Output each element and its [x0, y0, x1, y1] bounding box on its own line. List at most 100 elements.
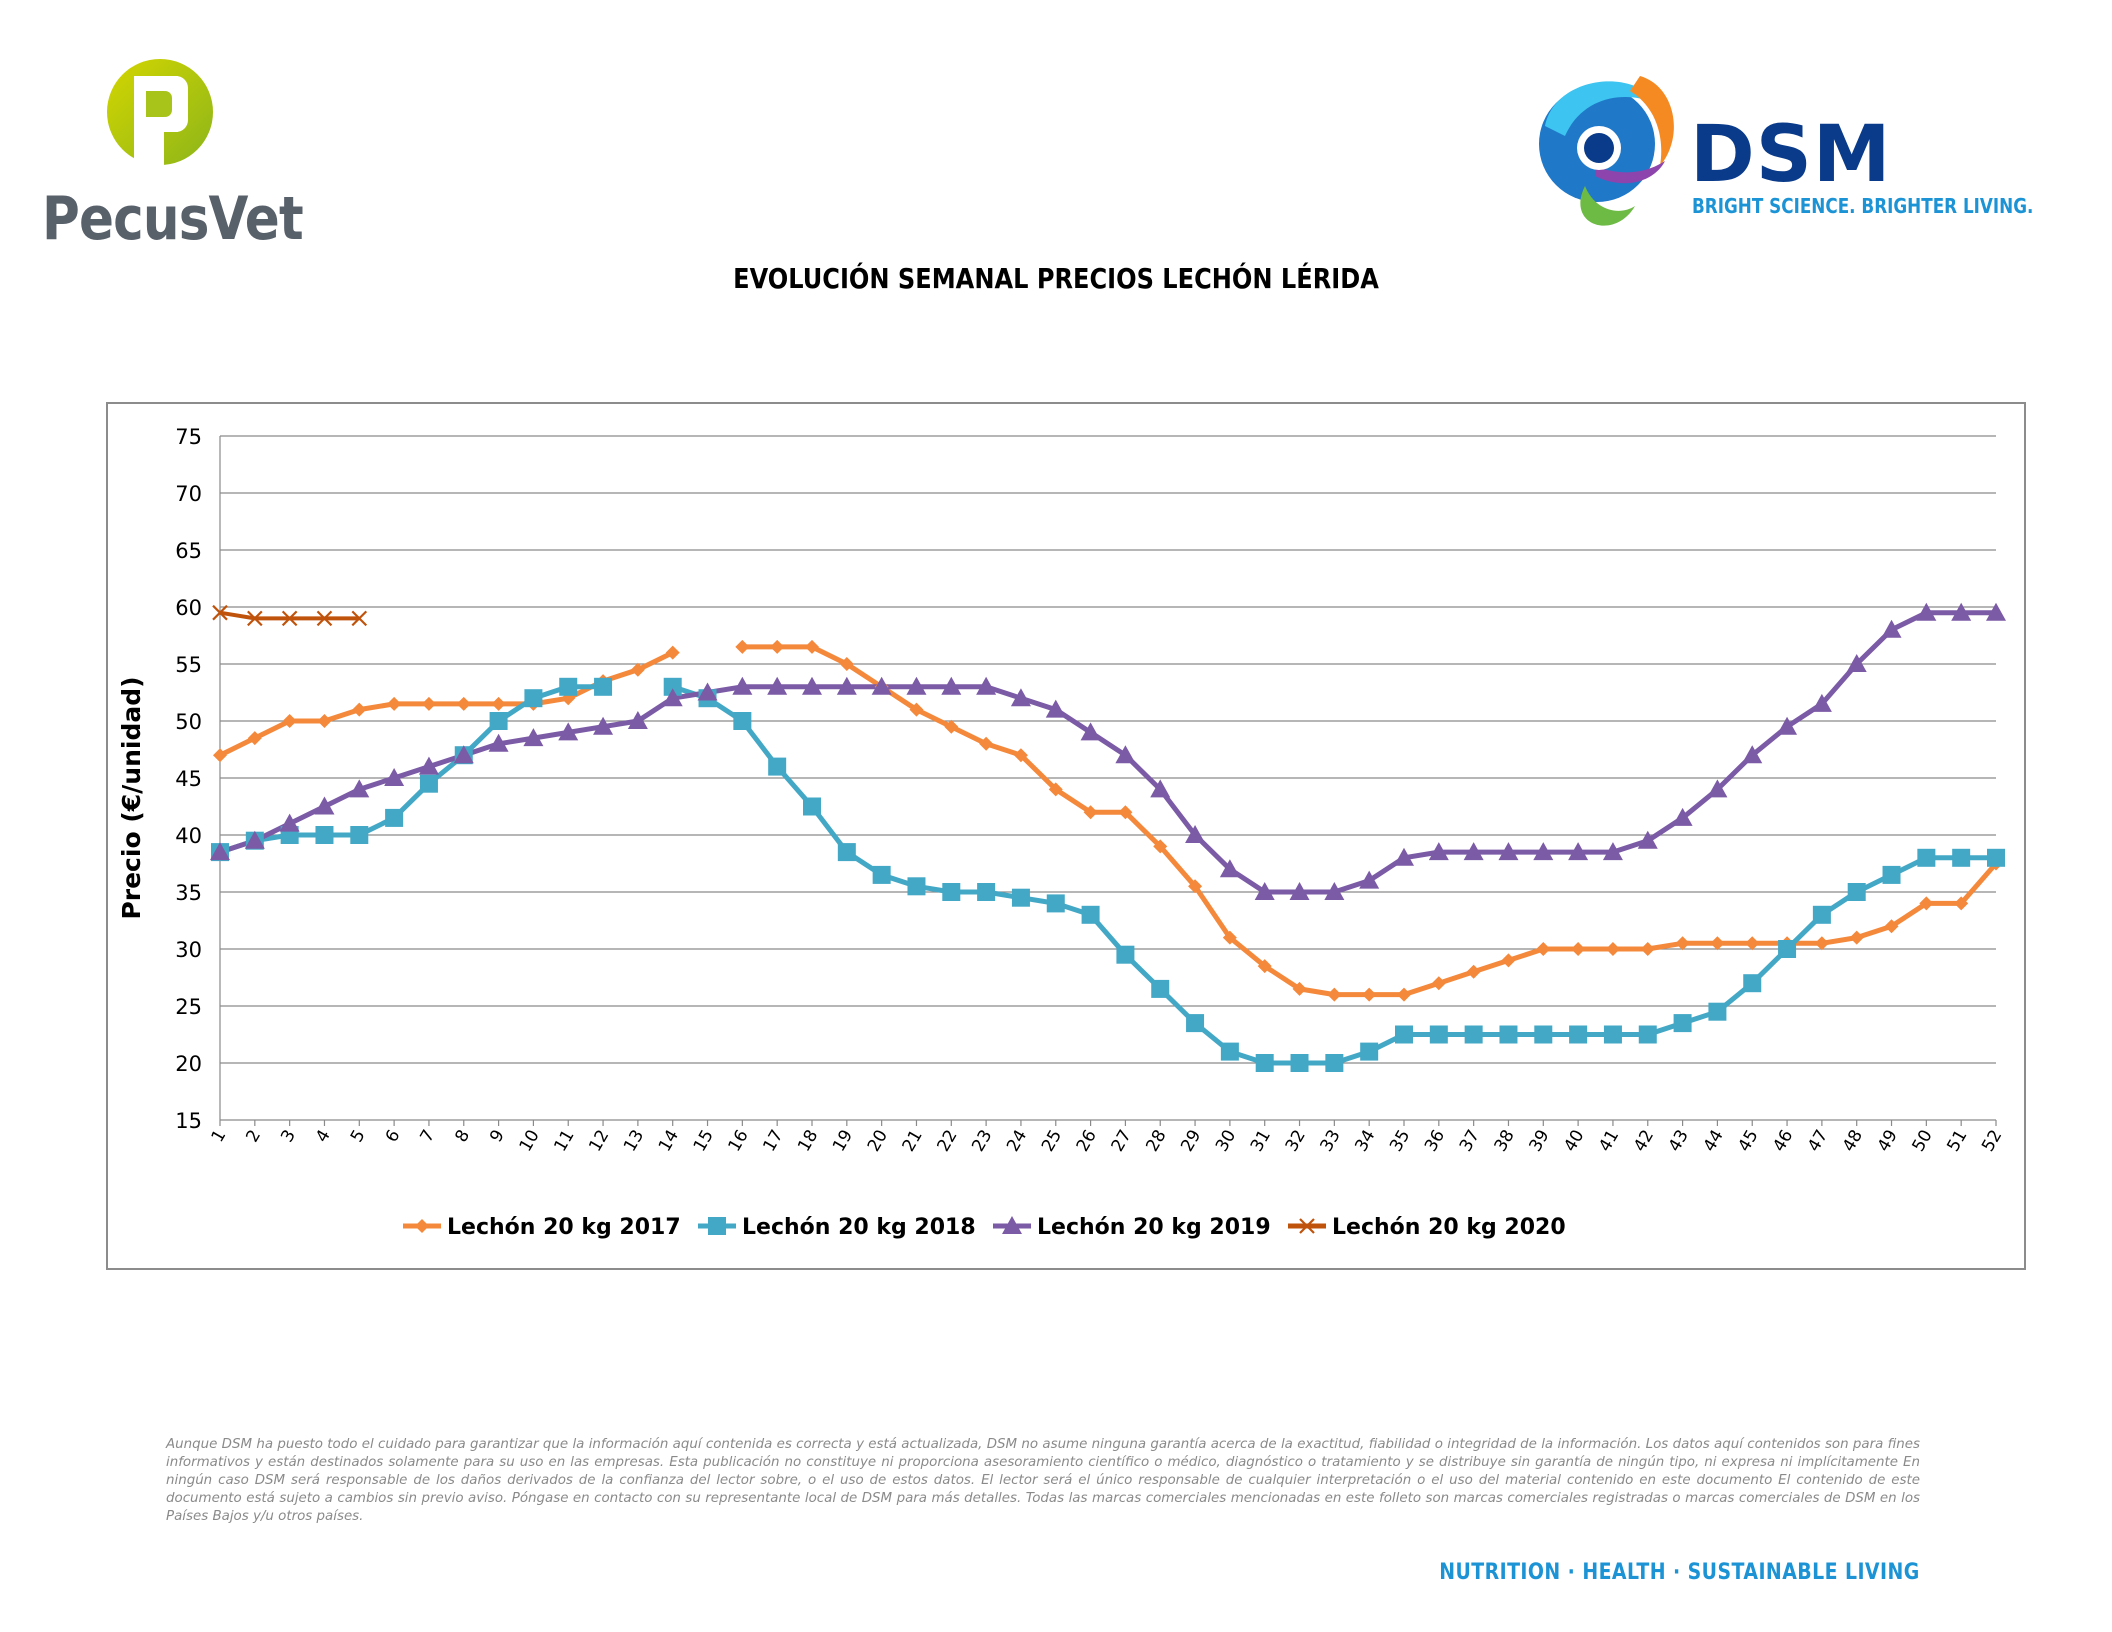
data-point — [805, 639, 819, 654]
x-tick-label: 14 — [655, 1127, 683, 1156]
x-tick-label: 42 — [1630, 1127, 1658, 1156]
y-tick-label: 15 — [175, 1109, 202, 1133]
data-point — [733, 712, 752, 730]
data-point — [1010, 688, 1031, 707]
data-point — [1080, 722, 1101, 741]
x-tick-label: 39 — [1525, 1127, 1553, 1156]
data-point — [941, 676, 962, 695]
data-point — [559, 677, 578, 696]
x-tick-label: 20 — [864, 1127, 892, 1156]
x-tick-label: 47 — [1804, 1127, 1832, 1156]
data-point — [1290, 1054, 1309, 1072]
y-axis-title: Precio (€/unidad) — [117, 676, 146, 919]
y-tick-label: 50 — [175, 710, 202, 734]
chart-frame: 15 20 25 30 35 40 45 50 55 60 65 70 75 1 2 3 4 5 6 7 8 9 10 11 1… — [106, 402, 2026, 1270]
x-tick-label: 18 — [794, 1127, 822, 1156]
x-tick-label: 31 — [1247, 1127, 1275, 1156]
data-point — [1919, 896, 1934, 911]
y-tick-label: 70 — [175, 482, 202, 506]
data-point — [839, 657, 854, 671]
data-point — [1048, 782, 1063, 797]
x-tick-label: 9 — [486, 1127, 509, 1146]
x-tick-label: 13 — [620, 1127, 648, 1156]
series-line — [218, 650, 674, 758]
data-point — [316, 610, 333, 627]
data-point — [1360, 1042, 1379, 1061]
data-point — [767, 676, 788, 695]
x-tick-label: 6 — [382, 1127, 405, 1146]
data-point — [1394, 847, 1414, 866]
data-point — [1638, 1025, 1657, 1044]
x-tick-label: 1 — [208, 1127, 231, 1146]
data-point — [1429, 1025, 1448, 1044]
data-point — [1708, 1002, 1727, 1021]
data-point — [1743, 974, 1762, 993]
x-tick-label: 10 — [516, 1127, 544, 1156]
data-point — [976, 676, 997, 695]
data-point — [1881, 619, 1902, 638]
x-tick-label: 49 — [1874, 1127, 1902, 1156]
data-point — [1811, 693, 1832, 712]
data-point — [282, 714, 297, 728]
data-point — [1498, 842, 1519, 861]
data-point — [1812, 905, 1831, 924]
data-point — [453, 745, 474, 764]
data-point — [1882, 865, 1901, 884]
data-point — [942, 883, 961, 901]
legend-label: Lechón 20 kg 2018 — [742, 1215, 976, 1240]
data-point — [351, 610, 368, 627]
data-point — [1220, 1042, 1239, 1061]
y-tick-label: 65 — [175, 539, 202, 563]
data-point — [663, 677, 682, 696]
x-tick-label: 33 — [1317, 1127, 1345, 1156]
data-point — [803, 797, 821, 816]
x-tick-label: 34 — [1351, 1127, 1379, 1156]
data-point — [768, 757, 787, 776]
dsm-swirl-icon — [1539, 76, 1674, 226]
data-point — [1672, 807, 1693, 826]
data-point — [1327, 987, 1342, 1002]
data-point — [1534, 1025, 1553, 1044]
x-tick-label: 29 — [1177, 1127, 1205, 1156]
data-point — [1742, 745, 1763, 764]
data-point — [1745, 936, 1760, 951]
data-point — [1118, 805, 1133, 820]
data-point — [1602, 842, 1623, 861]
data-point — [421, 696, 436, 711]
data-point — [213, 748, 227, 763]
x-tick-label: 38 — [1491, 1127, 1519, 1156]
x-tick-label: 27 — [1108, 1127, 1136, 1156]
data-point — [317, 714, 332, 728]
data-point — [1778, 940, 1797, 958]
data-point — [1186, 1014, 1205, 1033]
legend-label: Lechón 20 kg 2019 — [1037, 1215, 1271, 1240]
y-tick-label: 45 — [175, 767, 202, 791]
x-tick-label: 16 — [725, 1127, 753, 1156]
x-tick-label: 48 — [1839, 1127, 1867, 1156]
data-point — [281, 610, 298, 627]
data-point — [1499, 1025, 1518, 1044]
data-point — [1397, 987, 1411, 1002]
x-tick-label: 41 — [1595, 1127, 1623, 1156]
data-point — [1325, 1054, 1344, 1072]
data-point — [1395, 1025, 1413, 1044]
data-point — [210, 842, 230, 861]
data-point — [697, 682, 718, 701]
data-point — [907, 877, 926, 896]
data-point — [418, 756, 439, 775]
data-point — [708, 1217, 726, 1235]
data-point — [1045, 699, 1066, 718]
data-point — [1884, 919, 1899, 934]
data-point — [1710, 936, 1725, 951]
data-point — [1814, 936, 1829, 951]
data-point — [1116, 945, 1135, 964]
data-point — [1299, 1218, 1315, 1234]
data-point — [247, 610, 263, 627]
legend-label: Lechón 20 kg 2017 — [447, 1215, 681, 1240]
data-point — [1115, 745, 1136, 764]
y-tick-label: 20 — [175, 1052, 202, 1076]
data-point — [1254, 882, 1275, 900]
data-point — [630, 662, 645, 677]
data-point — [352, 702, 367, 717]
x-tick-label: 51 — [1943, 1127, 1971, 1156]
